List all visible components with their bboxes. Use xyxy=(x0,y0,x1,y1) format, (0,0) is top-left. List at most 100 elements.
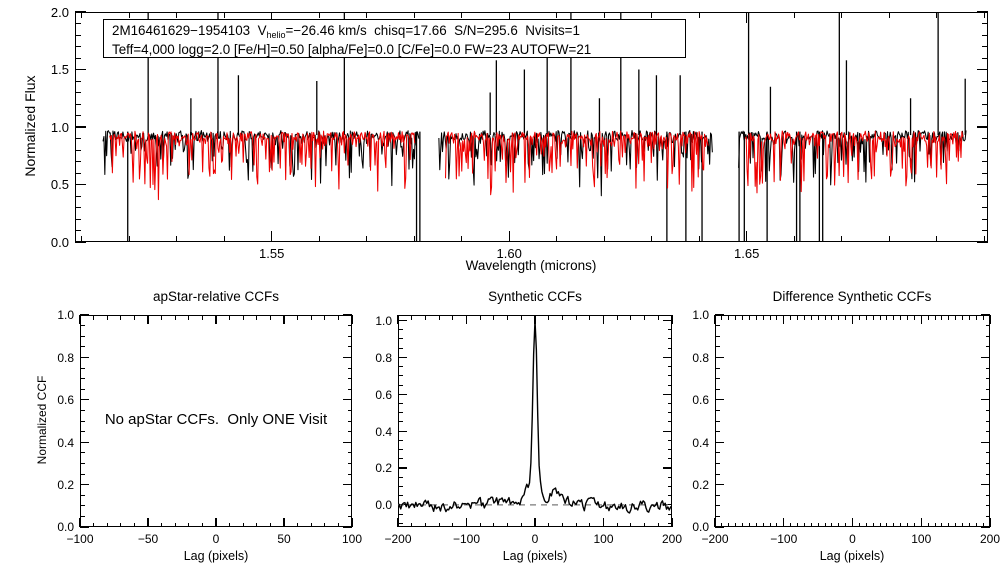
x-minor-tick xyxy=(161,522,163,527)
x-tick-label: 100 xyxy=(341,532,363,546)
y-minor-tick xyxy=(347,452,352,454)
y-major-tick xyxy=(80,441,89,443)
x-minor-tick xyxy=(810,522,812,527)
x-minor-tick xyxy=(955,522,957,527)
y-minor-tick xyxy=(80,452,85,454)
y-major-tick xyxy=(343,399,352,401)
y-major-tick xyxy=(80,399,89,401)
x-minor-tick xyxy=(962,315,963,320)
y-minor-tick xyxy=(80,505,85,507)
y-minor-tick xyxy=(715,452,720,454)
x-minor-tick xyxy=(797,315,798,320)
y-minor-tick xyxy=(985,420,990,422)
y-major-tick xyxy=(981,441,990,443)
x-minor-tick xyxy=(845,522,847,527)
x-minor-tick xyxy=(337,522,339,527)
y-major-tick xyxy=(715,441,724,443)
x-minor-tick xyxy=(120,522,122,527)
x-minor-tick xyxy=(748,315,750,320)
spectrum-x-axis-title: Wavelength (microns) xyxy=(465,258,597,273)
x-minor-tick xyxy=(975,522,977,527)
y-major-tick xyxy=(343,484,352,486)
x-minor-tick xyxy=(755,315,757,320)
x-minor-tick xyxy=(845,315,847,320)
x-minor-tick xyxy=(269,522,271,527)
x-major-tick xyxy=(79,518,81,527)
apstar-ccf-panel-title: apStar-relative CCFs xyxy=(152,289,280,304)
y-tick-label: 0.0 xyxy=(375,498,392,513)
x-tick-label: 200 xyxy=(979,532,1001,546)
x-major-tick xyxy=(989,518,991,527)
y-tick-label: 0.0 xyxy=(692,520,709,535)
x-minor-tick xyxy=(106,522,108,527)
x-minor-tick xyxy=(900,522,902,527)
x-minor-tick xyxy=(948,315,950,320)
x-minor-tick xyxy=(934,315,936,320)
y-minor-tick xyxy=(985,367,990,369)
x-tick-label: 0 xyxy=(849,532,856,546)
x-minor-tick xyxy=(133,522,135,527)
y-minor-tick xyxy=(347,420,352,422)
y-major-tick xyxy=(981,484,990,486)
x-major-tick xyxy=(714,518,716,527)
y-minor-tick xyxy=(985,505,990,507)
y-minor-tick xyxy=(347,515,352,517)
y-major-tick xyxy=(75,11,86,13)
x-minor-tick xyxy=(900,315,902,320)
x-major-tick xyxy=(215,315,217,324)
x-minor-tick xyxy=(201,315,203,320)
x-minor-tick xyxy=(955,315,957,320)
y-minor-tick xyxy=(985,409,990,411)
x-minor-tick xyxy=(803,315,805,320)
y-minor-tick xyxy=(80,473,85,475)
x-minor-tick xyxy=(913,522,915,527)
y-tick-label: 0.2 xyxy=(375,461,392,476)
x-minor-tick xyxy=(106,315,108,320)
y-minor-tick xyxy=(347,473,352,475)
x-major-tick xyxy=(920,518,922,527)
x-major-tick xyxy=(397,315,399,324)
x-minor-tick xyxy=(824,522,826,527)
x-minor-tick xyxy=(229,522,231,527)
x-minor-tick xyxy=(817,315,819,320)
y-minor-tick xyxy=(347,409,352,411)
y-tick-label: 0.4 xyxy=(692,435,709,450)
x-major-tick xyxy=(147,518,149,527)
x-minor-tick xyxy=(941,315,943,320)
x-minor-tick xyxy=(886,315,888,320)
x-major-tick xyxy=(989,315,991,324)
x-minor-tick xyxy=(174,522,176,527)
star-info-line-1: 2M16461629−1954103 Vhelio=−26.46 km/s ch… xyxy=(112,22,685,41)
x-tick-label: 0 xyxy=(531,532,539,546)
y-minor-tick xyxy=(347,325,352,327)
y-tick-label: 1.0 xyxy=(50,119,69,135)
x-tick-label: −50 xyxy=(137,532,159,546)
y-major-tick xyxy=(80,356,89,358)
x-minor-tick xyxy=(174,315,176,320)
x-minor-tick xyxy=(907,315,908,320)
x-tick-label: 1.65 xyxy=(734,246,760,261)
y-major-tick xyxy=(977,11,988,13)
x-minor-tick xyxy=(310,315,312,320)
x-minor-tick xyxy=(872,315,874,320)
y-minor-tick xyxy=(80,420,85,422)
x-minor-tick xyxy=(982,315,984,320)
x-minor-tick xyxy=(201,522,203,527)
x-minor-tick xyxy=(242,315,244,320)
x-minor-tick xyxy=(755,522,757,527)
x-minor-tick xyxy=(858,315,860,320)
apstar-ccf-x-axis-title: Lag (pixels) xyxy=(183,549,249,563)
x-minor-tick xyxy=(893,315,895,320)
x-minor-tick xyxy=(838,315,840,320)
y-tick-label: 2.0 xyxy=(50,4,69,20)
y-minor-tick xyxy=(80,335,85,337)
x-minor-tick xyxy=(188,315,190,320)
y-minor-tick xyxy=(715,505,720,507)
x-minor-tick xyxy=(968,522,970,527)
x-minor-tick xyxy=(872,522,874,527)
star-info-line-2: Teff=4,000 logg=2.0 [Fe/H]=0.50 [alpha/F… xyxy=(112,42,592,57)
y-minor-tick xyxy=(715,494,720,496)
y-major-tick xyxy=(343,314,352,316)
x-minor-tick xyxy=(728,522,730,527)
